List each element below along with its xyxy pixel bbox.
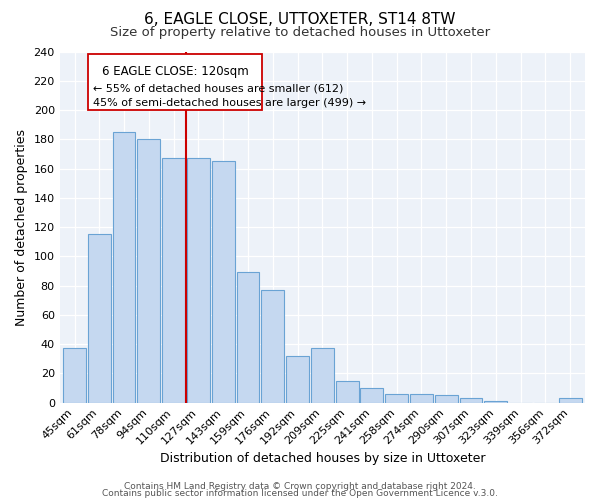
Bar [88,234,111,402]
Text: 6 EAGLE CLOSE: 120sqm: 6 EAGLE CLOSE: 120sqm [101,64,248,78]
Bar [113,132,136,402]
Text: Contains HM Land Registry data © Crown copyright and database right 2024.: Contains HM Land Registry data © Crown c… [124,482,476,491]
Text: 45% of semi-detached houses are larger (499) →: 45% of semi-detached houses are larger (… [93,98,366,108]
Bar [236,272,259,402]
Bar [311,348,334,403]
Bar [286,356,309,403]
Bar [484,401,507,402]
Bar [187,158,210,402]
Text: Contains public sector information licensed under the Open Government Licence v.: Contains public sector information licen… [102,489,498,498]
Text: Size of property relative to detached houses in Uttoxeter: Size of property relative to detached ho… [110,26,490,39]
Bar [559,398,581,402]
Bar [336,380,359,402]
Bar [137,140,160,402]
Bar [212,161,235,402]
X-axis label: Distribution of detached houses by size in Uttoxeter: Distribution of detached houses by size … [160,452,485,465]
Bar [262,290,284,403]
Bar [385,394,408,402]
Bar [361,388,383,402]
Bar [435,396,458,402]
Bar [162,158,185,402]
Text: 6, EAGLE CLOSE, UTTOXETER, ST14 8TW: 6, EAGLE CLOSE, UTTOXETER, ST14 8TW [144,12,456,28]
Bar [410,394,433,402]
Text: ← 55% of detached houses are smaller (612): ← 55% of detached houses are smaller (61… [93,84,343,94]
FancyBboxPatch shape [88,54,262,110]
Bar [460,398,482,402]
Bar [63,348,86,403]
Y-axis label: Number of detached properties: Number of detached properties [15,128,28,326]
